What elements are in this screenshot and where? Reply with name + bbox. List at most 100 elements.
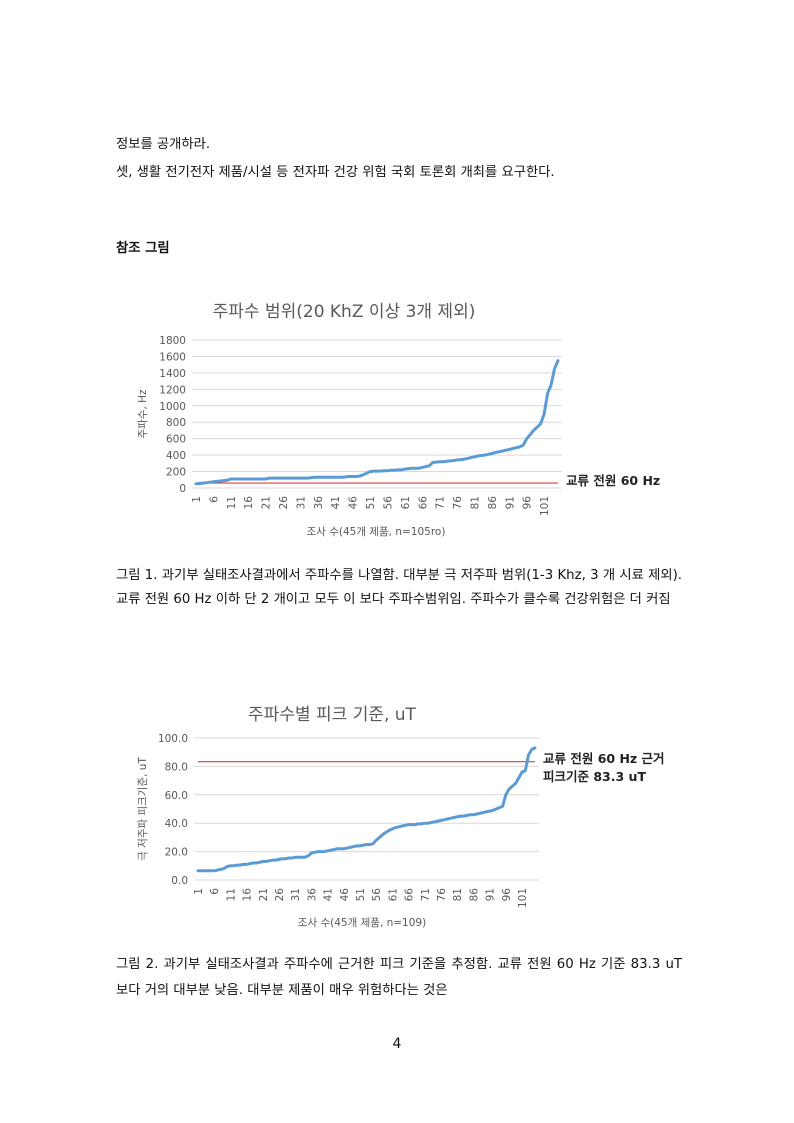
x-tick-label: 81 — [469, 496, 481, 509]
y-tick-label: 1800 — [159, 335, 186, 347]
x-tick-group: 41 — [323, 888, 335, 901]
x-tick-label: 91 — [504, 496, 516, 509]
x-tick-label: 31 — [290, 888, 302, 901]
y-tick-label: 800 — [166, 417, 186, 429]
x-tick-group: 46 — [339, 888, 351, 902]
x-tick-group: 91 — [504, 496, 516, 509]
x-tick-group: 91 — [485, 888, 497, 901]
x-tick-group: 1 — [191, 496, 203, 503]
x-tick-label: 101 — [539, 496, 551, 516]
x-tick-label: 46 — [339, 888, 351, 902]
x-tick-label: 6 — [209, 888, 221, 895]
x-tick-group: 11 — [225, 888, 237, 901]
data-series-line — [196, 746, 537, 873]
y-tick-label: 60.0 — [165, 790, 188, 802]
x-tick-group: 76 — [436, 888, 448, 902]
x-tick-group: 66 — [404, 888, 416, 902]
y-tick-label: 400 — [166, 450, 186, 462]
y-tick-label: 20.0 — [165, 847, 188, 859]
x-tick-label: 71 — [435, 496, 447, 509]
x-tick-label: 66 — [417, 496, 429, 510]
x-tick-group: 6 — [208, 496, 220, 503]
x-tick-group: 51 — [365, 496, 377, 509]
x-tick-label: 46 — [348, 496, 360, 510]
chart2-reference-label-line1: 교류 전원 60 Hz 근거 — [543, 751, 665, 766]
x-tick-label: 71 — [420, 888, 432, 901]
paragraph-line-2: 셋, 생활 전기전자 제품/시설 등 전자파 건강 위험 국회 토론회 개최를 … — [116, 165, 555, 180]
x-tick-group: 26 — [274, 888, 286, 902]
x-tick-group: 16 — [243, 496, 255, 510]
x-tick-label: 91 — [485, 888, 497, 901]
x-tick-group: 36 — [306, 888, 318, 902]
x-tick-group: 6 — [209, 888, 221, 895]
x-tick-label: 86 — [487, 496, 499, 510]
x-tick-group: 81 — [469, 496, 481, 509]
y-tick-label: 0 — [179, 483, 186, 495]
x-tick-group: 81 — [452, 888, 464, 901]
y-tick-label: 600 — [166, 434, 186, 446]
page-number: 4 — [392, 1036, 402, 1052]
y-tick-label: 1400 — [159, 368, 186, 380]
y-tick-label: 200 — [166, 467, 186, 479]
figure1-caption: 그림 1. 과기부 실태조사결과에서 주파수를 나열함. 대부분 극 저주파 범… — [116, 568, 682, 607]
x-tick-label: 21 — [261, 496, 273, 509]
x-tick-group: 61 — [400, 496, 412, 509]
x-tick-label: 56 — [382, 496, 394, 510]
y-tick-label: 0.0 — [171, 875, 188, 887]
peak-standard-chart: 주파수별 피크 기준, uT 0.0 20.0 40.0 60.0 80.0 100.0 1 6… — [116, 690, 556, 942]
x-tick-label: 41 — [323, 888, 335, 901]
y-axis-label-group: 주파수, Hz — [137, 389, 149, 439]
frequency-range-chart-svg: 주파수 범위(20 KhZ 이상 3개 제외) 0 200 400 600 800 1000… — [137, 302, 562, 538]
x-tick-label: 36 — [313, 496, 325, 510]
x-tick-group: 21 — [261, 496, 273, 509]
x-tick-label: 1 — [193, 888, 205, 895]
x-tick-label: 61 — [387, 888, 399, 901]
x-tick-label: 101 — [517, 888, 529, 908]
x-tick-group: 71 — [420, 888, 432, 901]
x-tick-group: 51 — [355, 888, 367, 901]
x-tick-group: 61 — [387, 888, 399, 901]
x-tick-group: 41 — [330, 496, 342, 509]
x-tick-group: 36 — [313, 496, 325, 510]
x-tick-label: 16 — [242, 888, 254, 902]
x-tick-label: 31 — [295, 496, 307, 509]
x-tick-label: 76 — [436, 888, 448, 902]
x-tick-group: 96 — [501, 888, 513, 902]
x-tick-group: 31 — [295, 496, 307, 509]
x-tick-label: 81 — [452, 888, 464, 901]
x-tick-label: 76 — [452, 496, 464, 510]
x-tick-group: 56 — [371, 888, 383, 902]
y-tick-label: 1200 — [159, 384, 186, 396]
chart2-reference-label-line2: 피크기준 83.3 uT — [543, 769, 646, 784]
x-tick-label: 6 — [208, 496, 220, 503]
x-tick-label: 51 — [355, 888, 367, 901]
y-tick-label: 100.0 — [158, 733, 188, 745]
y-tick-label: 40.0 — [165, 818, 188, 830]
x-tick-group: 86 — [487, 496, 499, 510]
y-axis-label-group: 극 저주파 피크기준, uT — [137, 757, 149, 861]
figure2-caption: 그림 2. 과기부 실태조사결과 주파수에 근거한 피크 기준을 추정함. 교류… — [116, 957, 682, 998]
x-tick-label: 26 — [274, 888, 286, 902]
x-tick-label: 96 — [501, 888, 513, 902]
x-tick-group: 66 — [417, 496, 429, 510]
chart1-reference-label: 교류 전원 60 Hz — [566, 473, 661, 488]
frequency-range-chart: 주파수 범위(20 KhZ 이상 3개 제외) 0 200 400 600 800 1000… — [116, 292, 586, 548]
y-tick-label: 1600 — [159, 351, 186, 363]
chart-title: 주파수별 피크 기준, uT — [248, 705, 417, 725]
x-tick-group: 96 — [522, 496, 534, 510]
x-tick-label: 11 — [225, 888, 237, 901]
paragraph-line-1: 정보를 공개하라. — [116, 137, 211, 152]
chart-title: 주파수 범위(20 KhZ 이상 3개 제외) — [213, 302, 476, 322]
x-tick-group: 71 — [435, 496, 447, 509]
y-axis-label: 극 저주파 피크기준, uT — [137, 757, 149, 861]
x-tick-label: 61 — [400, 496, 412, 509]
x-tick-label: 26 — [278, 496, 290, 510]
x-tick-group: 46 — [348, 496, 360, 510]
data-series-line — [194, 359, 560, 486]
x-tick-label: 41 — [330, 496, 342, 509]
x-tick-group: 1 — [193, 888, 205, 895]
y-tick-label: 1000 — [159, 401, 186, 413]
x-tick-label: 11 — [226, 496, 238, 509]
x-tick-group: 21 — [258, 888, 270, 901]
x-tick-label: 86 — [468, 888, 480, 902]
